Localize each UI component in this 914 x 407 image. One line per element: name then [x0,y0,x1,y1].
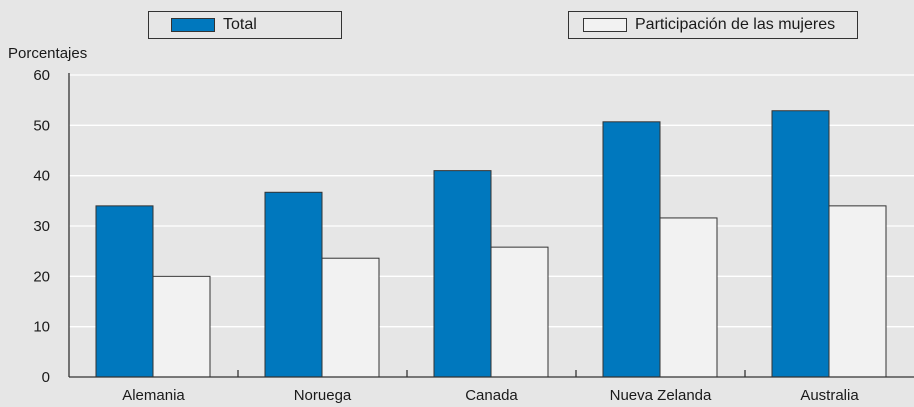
y-axis-label: Porcentajes [8,45,87,62]
legend-label-total: Total [223,16,257,33]
y-tick-label: 60 [33,67,50,84]
bar-women [659,217,718,378]
x-tick-label: Alemania [122,387,185,404]
bars [95,110,887,378]
y-tick-label: 0 [42,369,50,386]
x-tick-label: Australia [800,387,859,404]
bar-total [95,205,154,378]
bar-women [321,257,380,378]
x-tick-label: Canada [465,387,518,404]
legend-swatch-total [171,18,215,32]
axes [68,73,914,378]
bar-total [602,121,661,378]
y-tick-label: 20 [33,268,50,285]
bar-total [771,110,830,378]
bar-total [433,170,492,378]
legend-label-women: Participación de las mujeres [635,16,836,33]
x-axis-ticks: Alemania Noruega Canada Nueva Zelanda Austra… [122,370,859,404]
y-tick-label: 10 [33,319,50,336]
bar-women [152,275,211,378]
legend-item-women: Participación de las mujeres [568,11,858,39]
bar-women [490,246,549,378]
y-axis-ticks: 0 10 20 30 40 50 60 [33,67,50,386]
legend-swatch-women [583,18,627,32]
y-tick-label: 50 [33,117,50,134]
y-tick-label: 40 [33,168,50,185]
legend-item-total: Total [148,11,342,39]
x-tick-label: Noruega [294,387,352,404]
y-tick-label: 30 [33,218,50,235]
bar-women [828,205,887,378]
bar-total [264,191,323,378]
x-tick-label: Nueva Zelanda [610,387,712,404]
